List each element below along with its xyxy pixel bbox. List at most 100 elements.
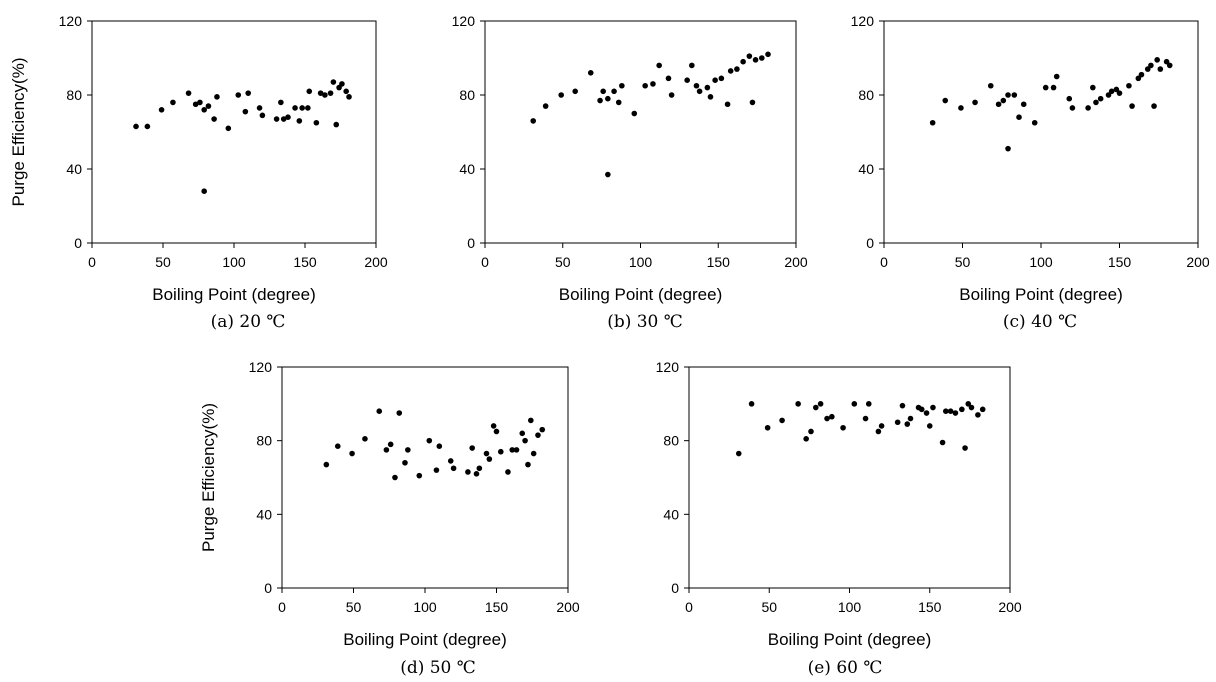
data-point	[416, 472, 423, 479]
data-point	[436, 443, 443, 449]
data-point	[542, 103, 549, 109]
y-tick-label: 80	[858, 87, 874, 103]
data-point	[525, 461, 531, 468]
y-tick-label: 40	[459, 161, 475, 177]
data-point	[959, 406, 965, 413]
data-point	[752, 57, 759, 63]
x-axis-label: Boiling Point (degree)	[343, 630, 506, 649]
data-point	[1085, 105, 1091, 111]
data-point	[197, 99, 203, 106]
data-point	[965, 401, 972, 407]
data-point	[486, 456, 493, 462]
y-tick-label: 80	[663, 433, 679, 449]
data-point	[862, 415, 869, 422]
data-point	[334, 443, 341, 449]
x-axis-label: Boiling Point (degree)	[768, 630, 931, 649]
data-point	[958, 105, 964, 111]
y-tick-label: 0	[866, 235, 874, 251]
data-point	[505, 469, 511, 475]
data-point	[306, 88, 313, 95]
data-point	[642, 82, 648, 89]
data-point	[519, 430, 526, 437]
data-point	[299, 105, 305, 111]
data-point	[211, 116, 217, 122]
data-point	[878, 423, 885, 429]
data-point	[707, 94, 714, 100]
data-point	[305, 105, 311, 111]
data-point	[558, 92, 564, 98]
y-tick-label: 0	[467, 235, 475, 251]
data-point	[1163, 58, 1170, 65]
data-point	[273, 116, 280, 122]
data-point	[929, 119, 936, 126]
data-point	[280, 116, 287, 122]
data-point	[259, 112, 266, 119]
data-point	[392, 474, 398, 481]
scatter-chart-e: 0 40 80 120 0 50 100 150 200 Boiling Point (degre…	[656, 359, 1022, 649]
data-point	[225, 125, 232, 132]
x-axis-label: Boiling Point (degree)	[959, 285, 1122, 304]
data-point	[1011, 92, 1018, 98]
data-point	[530, 118, 537, 124]
data-point	[572, 88, 578, 95]
data-point	[133, 123, 139, 130]
x-tick-label: 0	[880, 254, 888, 270]
data-point	[1157, 66, 1164, 72]
data-point	[803, 436, 809, 442]
data-point	[734, 66, 740, 72]
x-tick-label: 150	[485, 599, 509, 615]
x-tick-label: 0	[481, 254, 489, 270]
data-point	[899, 402, 906, 409]
data-point	[1135, 75, 1142, 82]
data-point	[735, 450, 742, 457]
data-point	[1093, 99, 1099, 106]
data-point	[746, 53, 753, 59]
data-point	[947, 408, 954, 414]
scatter-chart-c: 0 40 80 120 0 50 100 150 200 Boiling Point (degre…	[851, 13, 1210, 304]
x-tick-label: 0	[278, 599, 286, 615]
x-tick-label: 150	[1108, 254, 1132, 270]
data-point	[1144, 66, 1151, 72]
data-point	[256, 105, 263, 111]
data-point	[497, 448, 504, 455]
data-point	[1126, 82, 1132, 89]
x-tick-label: 50	[555, 254, 571, 270]
data-point	[214, 94, 220, 100]
caption-d: (d) 50 ℃	[400, 658, 476, 678]
data-point	[615, 99, 622, 106]
data-point	[587, 70, 594, 76]
chart-panel-d: 0 40 80 120 0 50 100 150 200 Boiling Point (degre…	[190, 345, 620, 655]
data-point	[975, 412, 981, 418]
data-point	[693, 82, 700, 89]
data-point	[930, 404, 936, 411]
data-point	[192, 101, 199, 108]
y-tick-label: 40	[858, 161, 874, 177]
x-tick-label: 200	[784, 254, 808, 270]
data-point	[1053, 73, 1060, 80]
x-tick-label: 100	[838, 599, 862, 615]
data-point	[245, 90, 251, 96]
data-point	[1066, 95, 1073, 102]
data-point	[322, 92, 328, 98]
y-tick-label: 80	[66, 87, 82, 103]
plot-frame	[91, 20, 377, 244]
data-point	[1097, 95, 1104, 102]
data-point	[704, 84, 711, 91]
data-point	[465, 469, 471, 475]
data-point	[605, 95, 611, 102]
data-point	[158, 107, 165, 113]
data-point	[185, 90, 192, 96]
data-point	[907, 415, 914, 422]
data-point	[1020, 101, 1027, 108]
scatter-chart-b: 0 40 80 120 0 50 100 150 200 Boiling Point (degre…	[452, 13, 808, 304]
data-point	[668, 92, 675, 98]
data-point	[718, 75, 725, 82]
plot-frame	[281, 366, 569, 589]
y-tick-label: 80	[256, 433, 272, 449]
data-point	[779, 417, 785, 424]
data-point	[313, 119, 320, 126]
data-point	[758, 55, 765, 61]
data-point	[201, 188, 207, 194]
y-tick-label: 120	[656, 359, 680, 375]
chart-panel-a: 0 40 80 120 0 50 100 150 200 Boiling Point (degre…	[0, 0, 420, 312]
